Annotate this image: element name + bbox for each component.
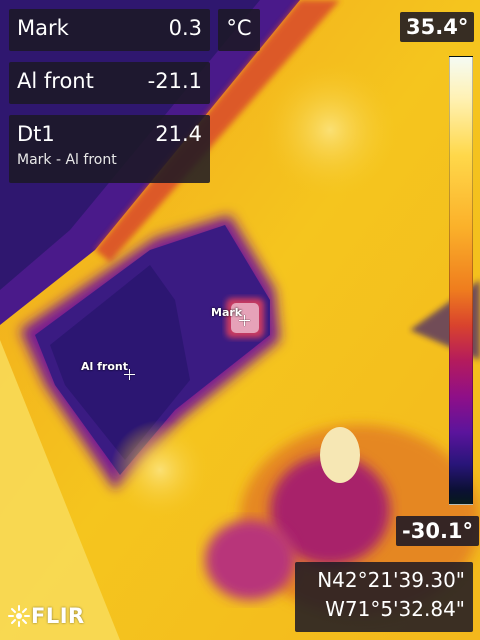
al-front-value: -21.1 <box>147 69 202 93</box>
measurement-dt1[interactable]: Dt1 21.4 Mark - Al front <box>9 115 210 183</box>
mark-label: Mark <box>17 16 69 40</box>
dt1-formula: Mark - Al front <box>17 152 117 168</box>
flir-logo-text: FLIR <box>31 604 85 628</box>
unit-indicator[interactable]: °C <box>218 9 260 51</box>
color-scale-bar <box>449 56 473 505</box>
flir-logo-icon <box>8 605 30 627</box>
scale-max-label: 35.4° <box>400 12 475 42</box>
gps-longitude: W71°5'32.84" <box>325 597 465 621</box>
dt1-label: Dt1 <box>17 122 55 146</box>
spot-al-front-label: Al front <box>81 360 128 373</box>
flir-logo: FLIR <box>8 604 85 628</box>
spot-mark-label: Mark <box>211 306 243 319</box>
scale-min-label: -30.1° <box>396 516 480 546</box>
measurement-mark[interactable]: Mark 0.3 <box>9 9 210 51</box>
dt1-value: 21.4 <box>155 122 202 146</box>
gps-coordinates: N42°21'39.30" W71°5'32.84" <box>295 562 473 632</box>
al-front-label: Al front <box>17 69 94 93</box>
mark-value: 0.3 <box>168 16 202 40</box>
measurement-al-front[interactable]: Al front -21.1 <box>9 62 210 104</box>
gps-latitude: N42°21'39.30" <box>317 568 465 592</box>
crosshair-icon[interactable] <box>124 369 135 380</box>
crosshair-icon[interactable] <box>239 315 250 326</box>
unit-label: °C <box>226 16 252 40</box>
